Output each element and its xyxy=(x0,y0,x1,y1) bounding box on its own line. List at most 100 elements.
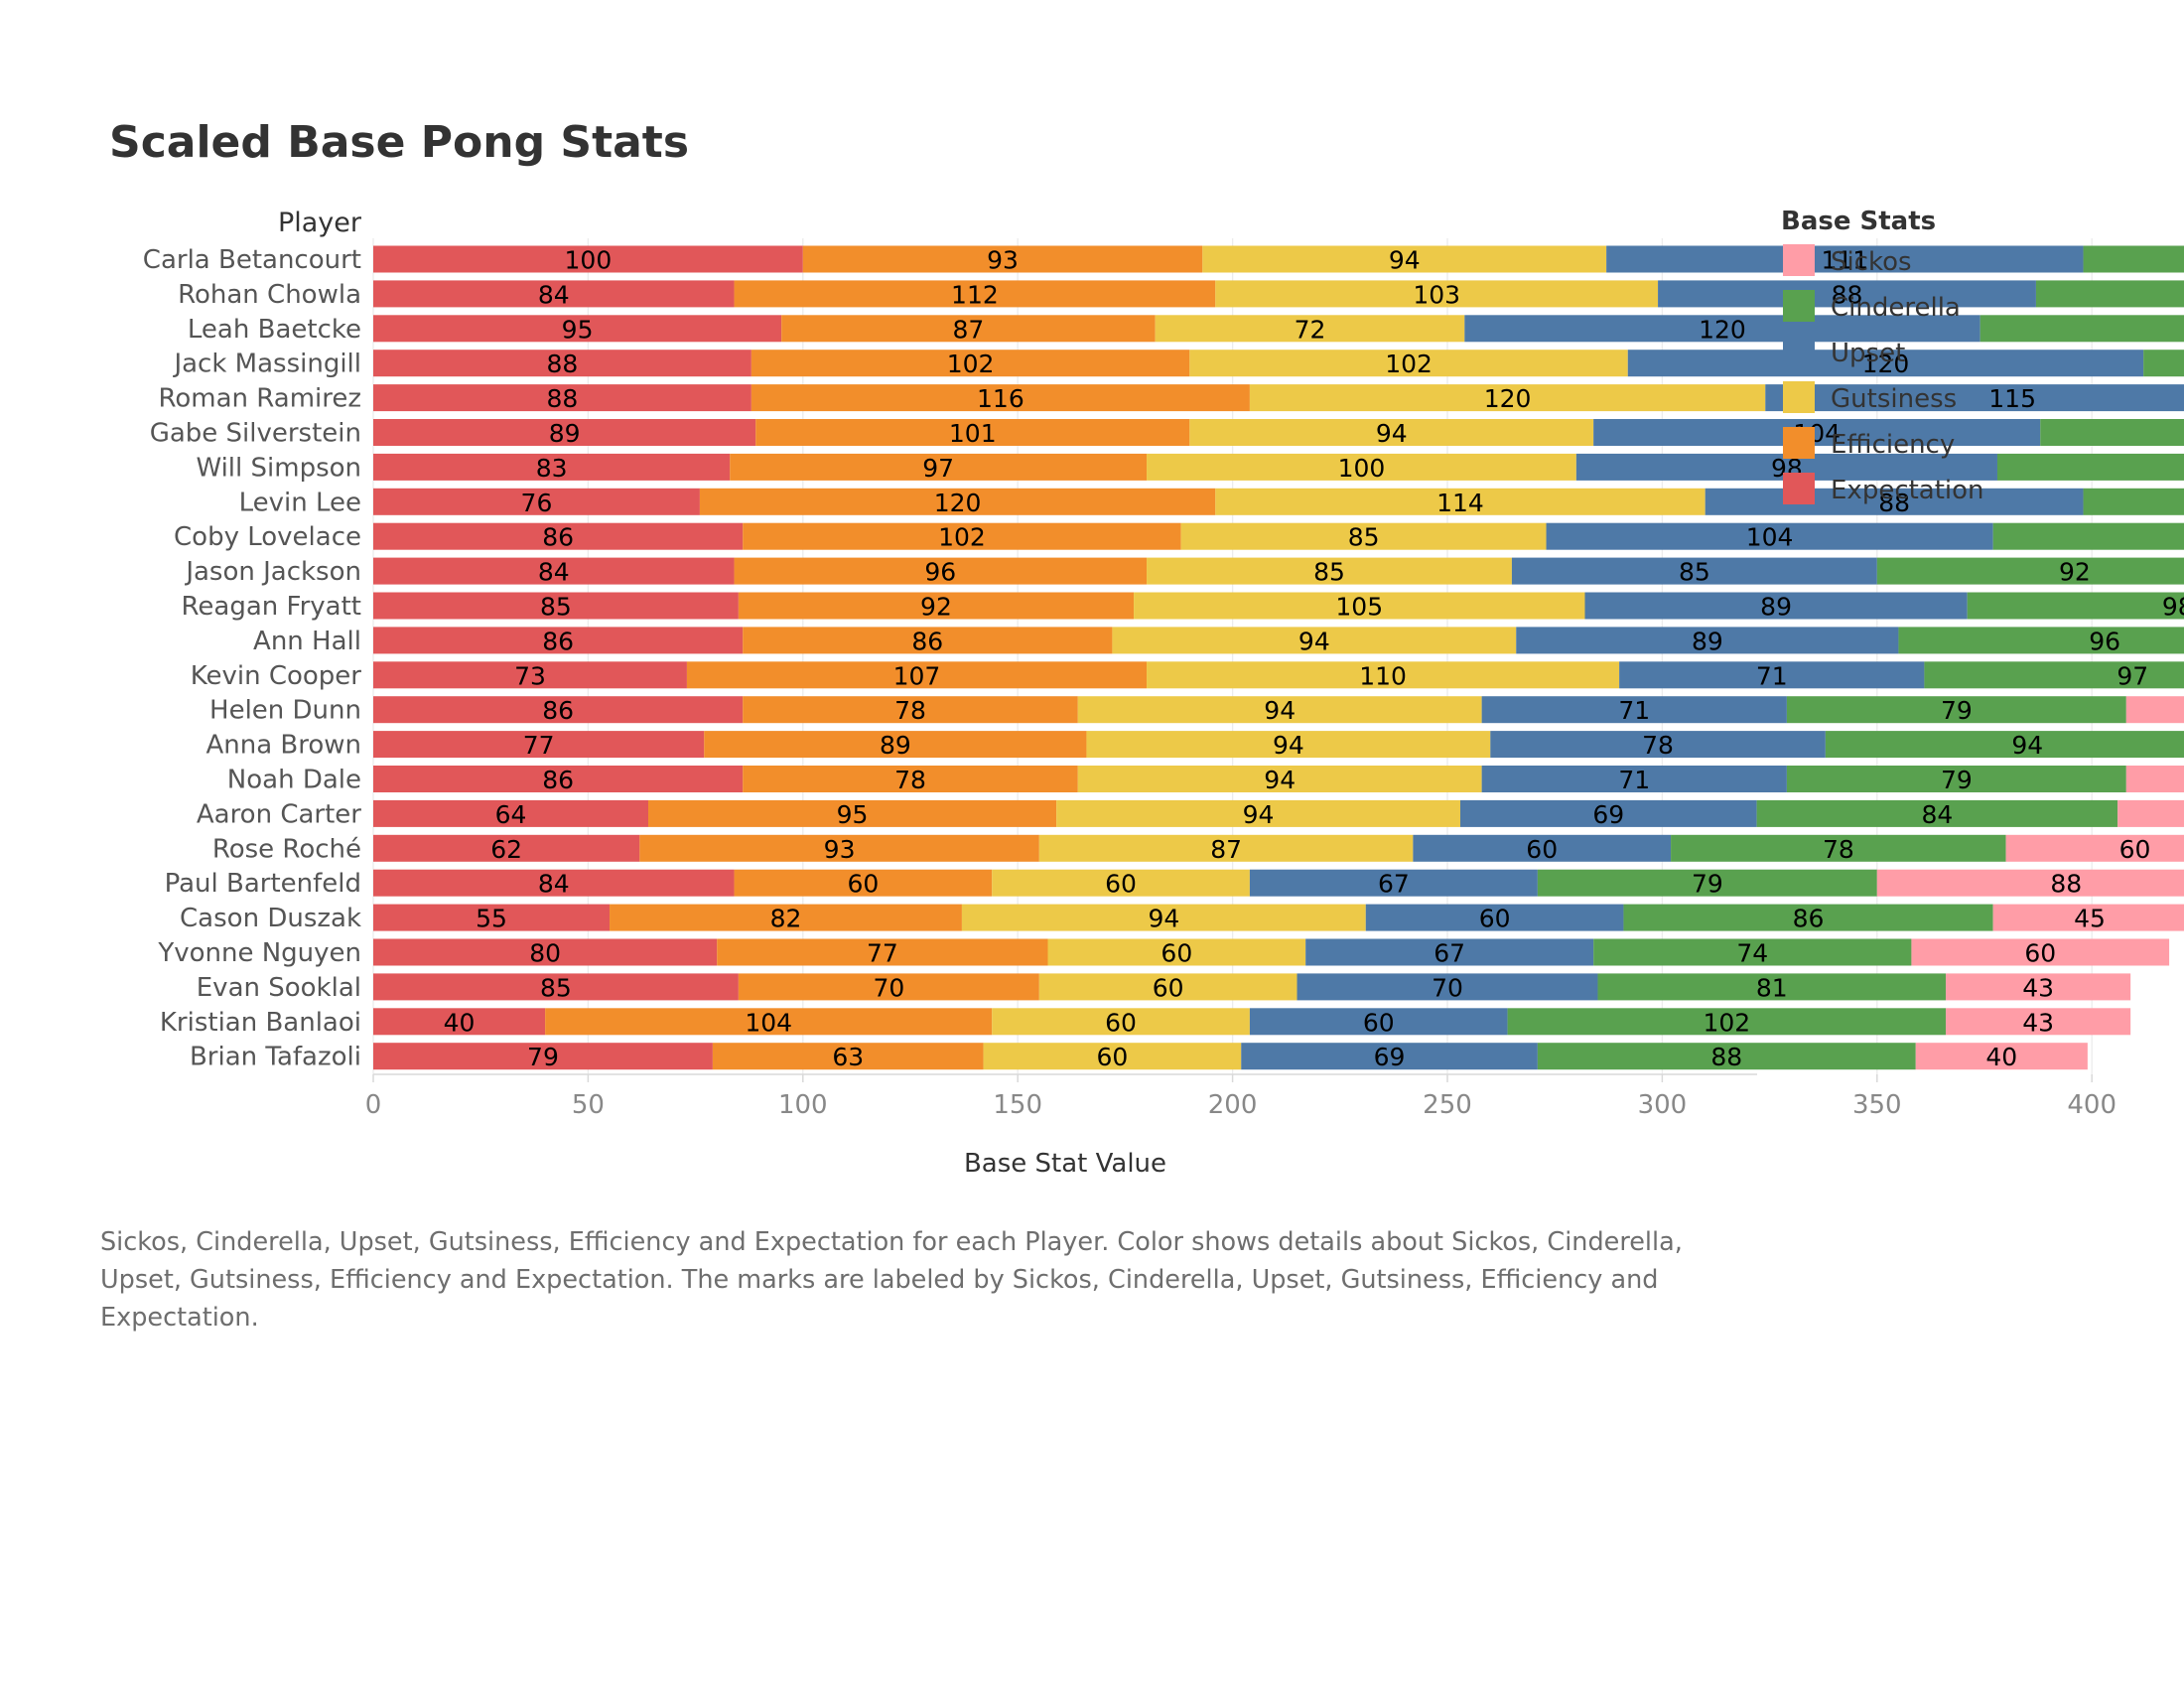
bar-segment-cinderella[interactable] xyxy=(1623,904,1993,931)
bar-segment-upset[interactable] xyxy=(1619,661,1925,689)
bar-segment-efficiency[interactable] xyxy=(734,280,1216,308)
bar-segment-sickos[interactable] xyxy=(1911,938,2170,966)
bar-segment-expectation[interactable] xyxy=(373,696,744,724)
bar-segment-gutsiness[interactable] xyxy=(983,1043,1242,1070)
bar-segment-upset[interactable] xyxy=(1511,557,1877,585)
bar-segment-sickos[interactable] xyxy=(2125,766,2184,792)
bar-segment-upset[interactable] xyxy=(1249,869,1538,897)
bar-segment-upset[interactable] xyxy=(1765,384,2184,412)
bar-segment-sickos[interactable] xyxy=(1946,973,2131,1001)
bar-segment-gutsiness[interactable] xyxy=(1112,627,1517,654)
bar-segment-expectation[interactable] xyxy=(373,419,756,446)
legend-swatch-efficiency[interactable] xyxy=(1783,427,1815,459)
bar-segment-upset[interactable] xyxy=(1705,488,2084,515)
bar-segment-upset[interactable] xyxy=(1297,973,1598,1001)
bar-segment-cinderella[interactable] xyxy=(1786,766,2126,792)
bar-segment-sickos[interactable] xyxy=(2005,834,2184,862)
bar-segment-efficiency[interactable] xyxy=(545,1008,993,1036)
bar-segment-cinderella[interactable] xyxy=(1537,1043,1916,1070)
bar-segment-expectation[interactable] xyxy=(373,280,735,308)
bar-segment-expectation[interactable] xyxy=(373,731,705,759)
bar-segment-gutsiness[interactable] xyxy=(1189,419,1594,446)
bar-segment-cinderella[interactable] xyxy=(1593,938,1912,966)
legend-swatch-expectation[interactable] xyxy=(1783,473,1815,504)
bar-segment-expectation[interactable] xyxy=(373,799,648,827)
bar-segment-efficiency[interactable] xyxy=(781,315,1156,343)
bar-segment-cinderella[interactable] xyxy=(2040,419,2184,446)
bar-segment-upset[interactable] xyxy=(1490,731,1826,759)
bar-segment-cinderella[interactable] xyxy=(2083,488,2184,515)
bar-segment-efficiency[interactable] xyxy=(751,350,1190,377)
bar-segment-gutsiness[interactable] xyxy=(1086,731,1491,759)
bar-segment-efficiency[interactable] xyxy=(751,384,1250,412)
bar-segment-upset[interactable] xyxy=(1546,522,1993,550)
bar-segment-sickos[interactable] xyxy=(1946,1008,2131,1036)
bar-segment-gutsiness[interactable] xyxy=(1189,350,1628,377)
bar-segment-expectation[interactable] xyxy=(373,834,640,862)
bar-segment-expectation[interactable] xyxy=(373,661,687,689)
bar-segment-cinderella[interactable] xyxy=(1876,557,2184,585)
bar-segment-sickos[interactable] xyxy=(1992,904,2184,931)
bar-segment-efficiency[interactable] xyxy=(717,938,1048,966)
bar-segment-gutsiness[interactable] xyxy=(1147,557,1512,585)
bar-segment-upset[interactable] xyxy=(1464,315,1980,343)
bar-segment-efficiency[interactable] xyxy=(647,799,1057,827)
bar-segment-upset[interactable] xyxy=(1658,280,2036,308)
bar-segment-gutsiness[interactable] xyxy=(1047,938,1306,966)
bar-segment-cinderella[interactable] xyxy=(1898,627,2184,654)
bar-segment-gutsiness[interactable] xyxy=(1215,280,1659,308)
legend-swatch-cinderella[interactable] xyxy=(1783,290,1815,322)
legend-swatch-upset[interactable] xyxy=(1783,336,1815,367)
bar-segment-gutsiness[interactable] xyxy=(961,904,1366,931)
bar-segment-cinderella[interactable] xyxy=(1992,522,2184,550)
bar-segment-gutsiness[interactable] xyxy=(1077,766,1482,792)
bar-segment-expectation[interactable] xyxy=(373,938,718,966)
bar-segment-expectation[interactable] xyxy=(373,557,735,585)
bar-segment-efficiency[interactable] xyxy=(704,731,1087,759)
bar-segment-expectation[interactable] xyxy=(373,1008,546,1036)
bar-segment-gutsiness[interactable] xyxy=(1056,799,1460,827)
bar-segment-cinderella[interactable] xyxy=(1786,696,2126,724)
bar-segment-gutsiness[interactable] xyxy=(1202,245,1607,273)
bar-segment-expectation[interactable] xyxy=(373,350,751,377)
bar-segment-efficiency[interactable] xyxy=(802,245,1203,273)
bar-segment-upset[interactable] xyxy=(1481,766,1787,792)
bar-segment-upset[interactable] xyxy=(1249,1008,1508,1036)
legend-label-sickos[interactable]: Sickos xyxy=(1831,247,1912,277)
bar-segment-expectation[interactable] xyxy=(373,453,731,481)
bar-segment-sickos[interactable] xyxy=(2125,696,2184,724)
bar-segment-efficiency[interactable] xyxy=(639,834,1039,862)
legend-label-gutsiness[interactable]: Gutsiness xyxy=(1831,384,1957,414)
bar-segment-efficiency[interactable] xyxy=(743,627,1113,654)
bar-segment-efficiency[interactable] xyxy=(734,869,993,897)
bar-segment-expectation[interactable] xyxy=(373,384,751,412)
bar-segment-efficiency[interactable] xyxy=(743,696,1078,724)
bar-segment-sickos[interactable] xyxy=(1915,1043,2088,1070)
bar-segment-efficiency[interactable] xyxy=(712,1043,984,1070)
bar-segment-upset[interactable] xyxy=(1459,799,1757,827)
bar-segment-expectation[interactable] xyxy=(373,488,700,515)
legend-swatch-sickos[interactable] xyxy=(1783,244,1815,276)
legend-label-expectation[interactable]: Expectation xyxy=(1831,476,1984,505)
bar-segment-cinderella[interactable] xyxy=(2083,245,2184,273)
bar-segment-cinderella[interactable] xyxy=(1507,1008,1947,1036)
legend-label-upset[interactable]: Upset xyxy=(1831,339,1905,368)
bar-segment-gutsiness[interactable] xyxy=(1077,696,1482,724)
bar-segment-gutsiness[interactable] xyxy=(1249,384,1766,412)
bar-segment-gutsiness[interactable] xyxy=(1155,315,1465,343)
bar-segment-expectation[interactable] xyxy=(373,627,744,654)
bar-segment-gutsiness[interactable] xyxy=(992,869,1250,897)
bar-segment-efficiency[interactable] xyxy=(743,522,1181,550)
bar-segment-cinderella[interactable] xyxy=(1996,453,2184,481)
bar-segment-expectation[interactable] xyxy=(373,1043,713,1070)
bar-segment-cinderella[interactable] xyxy=(2035,280,2184,308)
bar-segment-upset[interactable] xyxy=(1305,938,1594,966)
bar-segment-cinderella[interactable] xyxy=(1756,799,2118,827)
bar-segment-upset[interactable] xyxy=(1365,904,1624,931)
bar-segment-gutsiness[interactable] xyxy=(1147,453,1576,481)
bar-segment-upset[interactable] xyxy=(1481,696,1787,724)
bar-segment-upset[interactable] xyxy=(1593,419,2041,446)
bar-segment-gutsiness[interactable] xyxy=(1215,488,1706,515)
bar-segment-cinderella[interactable] xyxy=(1825,731,2184,759)
bar-segment-efficiency[interactable] xyxy=(755,419,1190,446)
